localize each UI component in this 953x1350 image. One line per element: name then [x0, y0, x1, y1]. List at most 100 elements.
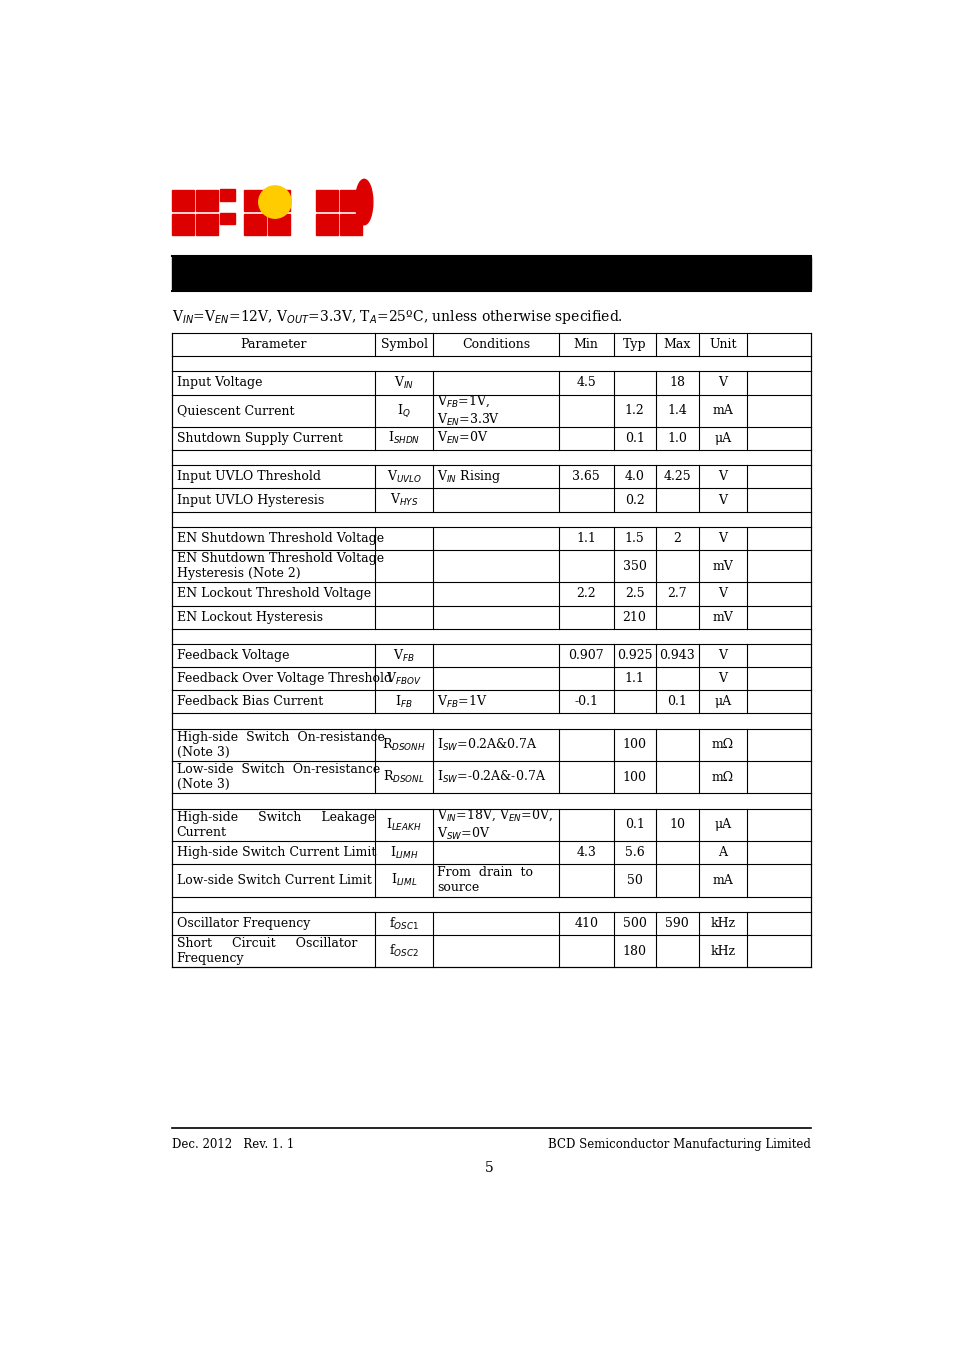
- Text: 1.1: 1.1: [576, 532, 596, 545]
- Text: 0.925: 0.925: [617, 649, 652, 662]
- Text: Min: Min: [573, 338, 598, 351]
- Text: Shutdown Supply Current: Shutdown Supply Current: [176, 432, 342, 446]
- Ellipse shape: [355, 180, 373, 224]
- Text: V: V: [718, 587, 727, 601]
- Text: kHz: kHz: [710, 945, 735, 957]
- Bar: [340, 190, 361, 212]
- Text: 590: 590: [664, 917, 688, 930]
- Text: V: V: [718, 649, 727, 662]
- Bar: [172, 256, 810, 289]
- Text: V$_{FB}$=1V,
V$_{EN}$=3.3V: V$_{FB}$=1V, V$_{EN}$=3.3V: [436, 394, 499, 428]
- Text: mV: mV: [712, 610, 733, 624]
- Text: 4.5: 4.5: [576, 377, 596, 390]
- Text: 1.1: 1.1: [624, 672, 644, 686]
- Text: V: V: [718, 494, 727, 506]
- Text: Typ: Typ: [622, 338, 646, 351]
- Text: I$_{SHDN}$: I$_{SHDN}$: [388, 431, 419, 447]
- Text: f$_{OSC2}$: f$_{OSC2}$: [389, 944, 418, 960]
- Text: 0.1: 0.1: [666, 695, 686, 709]
- Text: Feedback Over Voltage Threshold: Feedback Over Voltage Threshold: [176, 672, 392, 686]
- Text: 5.6: 5.6: [624, 846, 644, 859]
- Text: V$_{FB}$: V$_{FB}$: [393, 648, 415, 664]
- Text: 210: 210: [622, 610, 646, 624]
- Bar: [195, 213, 217, 235]
- Text: V$_{FBOV}$: V$_{FBOV}$: [386, 671, 421, 687]
- Bar: [172, 190, 193, 212]
- Text: 1.5: 1.5: [624, 532, 644, 545]
- Text: kHz: kHz: [710, 917, 735, 930]
- Text: V$_{IN}$ Rising: V$_{IN}$ Rising: [436, 468, 500, 486]
- Text: Unit: Unit: [708, 338, 736, 351]
- Text: I$_{LIML}$: I$_{LIML}$: [391, 872, 416, 888]
- Text: 2.5: 2.5: [624, 587, 644, 601]
- Text: 0.943: 0.943: [659, 649, 695, 662]
- Text: Input Voltage: Input Voltage: [176, 377, 262, 390]
- Text: Low-side Switch Current Limit: Low-side Switch Current Limit: [176, 873, 371, 887]
- Text: 4.3: 4.3: [576, 846, 596, 859]
- Text: mV: mV: [712, 560, 733, 572]
- Text: 4.0: 4.0: [624, 470, 644, 483]
- Bar: [220, 189, 235, 201]
- Text: V$_{FB}$=1V: V$_{FB}$=1V: [436, 694, 487, 710]
- Bar: [172, 213, 193, 235]
- Bar: [244, 190, 266, 212]
- Bar: [244, 213, 266, 235]
- Bar: [268, 190, 290, 212]
- Text: 3.65: 3.65: [572, 470, 599, 483]
- Bar: [268, 213, 290, 235]
- Text: High-side  Switch  On-resistance
(Note 3): High-side Switch On-resistance (Note 3): [176, 730, 384, 759]
- Text: V: V: [718, 672, 727, 686]
- Text: 0.1: 0.1: [624, 818, 644, 832]
- Text: Parameter: Parameter: [240, 338, 307, 351]
- Text: V: V: [718, 532, 727, 545]
- Text: 1.2: 1.2: [624, 404, 644, 417]
- Text: 18: 18: [669, 377, 684, 390]
- Bar: [315, 190, 337, 212]
- Text: Input UVLO Hysteresis: Input UVLO Hysteresis: [176, 494, 323, 506]
- Text: 0.2: 0.2: [624, 494, 644, 506]
- Text: 10: 10: [669, 818, 684, 832]
- Text: I$_{SW}$=-0.2A&-0.7A: I$_{SW}$=-0.2A&-0.7A: [436, 769, 546, 786]
- Text: 1.0: 1.0: [666, 432, 686, 446]
- Text: Symbol: Symbol: [380, 338, 427, 351]
- Text: 350: 350: [622, 560, 646, 572]
- Bar: [220, 213, 235, 224]
- Text: 4.25: 4.25: [662, 470, 690, 483]
- Text: Dec. 2012   Rev. 1. 1: Dec. 2012 Rev. 1. 1: [172, 1138, 294, 1152]
- Bar: [315, 213, 337, 235]
- Text: From  drain  to
source: From drain to source: [436, 867, 533, 895]
- Text: -0.1: -0.1: [574, 695, 598, 709]
- Text: Feedback Bias Current: Feedback Bias Current: [176, 695, 322, 709]
- Text: BCD Semiconductor Manufacturing Limited: BCD Semiconductor Manufacturing Limited: [548, 1138, 810, 1152]
- Text: 100: 100: [622, 771, 646, 784]
- Text: V: V: [718, 470, 727, 483]
- Text: mΩ: mΩ: [711, 771, 733, 784]
- Text: V: V: [718, 377, 727, 390]
- Text: V$_{HYS}$: V$_{HYS}$: [390, 491, 417, 508]
- Text: I$_{LIMH}$: I$_{LIMH}$: [390, 845, 417, 861]
- Text: I$_{SW}$=0.2A&0.7A: I$_{SW}$=0.2A&0.7A: [436, 737, 537, 753]
- Text: R$_{DSONH}$: R$_{DSONH}$: [382, 737, 425, 753]
- Text: Quiescent Current: Quiescent Current: [176, 404, 294, 417]
- Text: I$_{Q}$: I$_{Q}$: [396, 402, 411, 418]
- Text: 180: 180: [622, 945, 646, 957]
- Text: 0.907: 0.907: [568, 649, 603, 662]
- Text: 1.4: 1.4: [666, 404, 686, 417]
- Text: I$_{FB}$: I$_{FB}$: [395, 694, 413, 710]
- Text: EN Shutdown Threshold Voltage: EN Shutdown Threshold Voltage: [176, 532, 383, 545]
- Text: EN Lockout Hysteresis: EN Lockout Hysteresis: [176, 610, 322, 624]
- Text: μA: μA: [714, 818, 731, 832]
- Text: μA: μA: [714, 432, 731, 446]
- Text: Conditions: Conditions: [461, 338, 530, 351]
- Text: I$_{LEAKH}$: I$_{LEAKH}$: [386, 817, 421, 833]
- Text: mΩ: mΩ: [711, 738, 733, 752]
- Text: A: A: [718, 846, 727, 859]
- Text: 2.2: 2.2: [576, 587, 596, 601]
- Text: mA: mA: [712, 404, 733, 417]
- Text: 5: 5: [484, 1161, 493, 1176]
- Text: mA: mA: [712, 873, 733, 887]
- Text: V$_{IN}$=V$_{EN}$=12V, V$_{OUT}$=3.3V, T$_{A}$=25ºC, unless otherwise specified.: V$_{IN}$=V$_{EN}$=12V, V$_{OUT}$=3.3V, T…: [172, 308, 622, 327]
- Text: Oscillator Frequency: Oscillator Frequency: [176, 917, 310, 930]
- Text: 410: 410: [574, 917, 598, 930]
- Text: f$_{OSC1}$: f$_{OSC1}$: [389, 915, 418, 931]
